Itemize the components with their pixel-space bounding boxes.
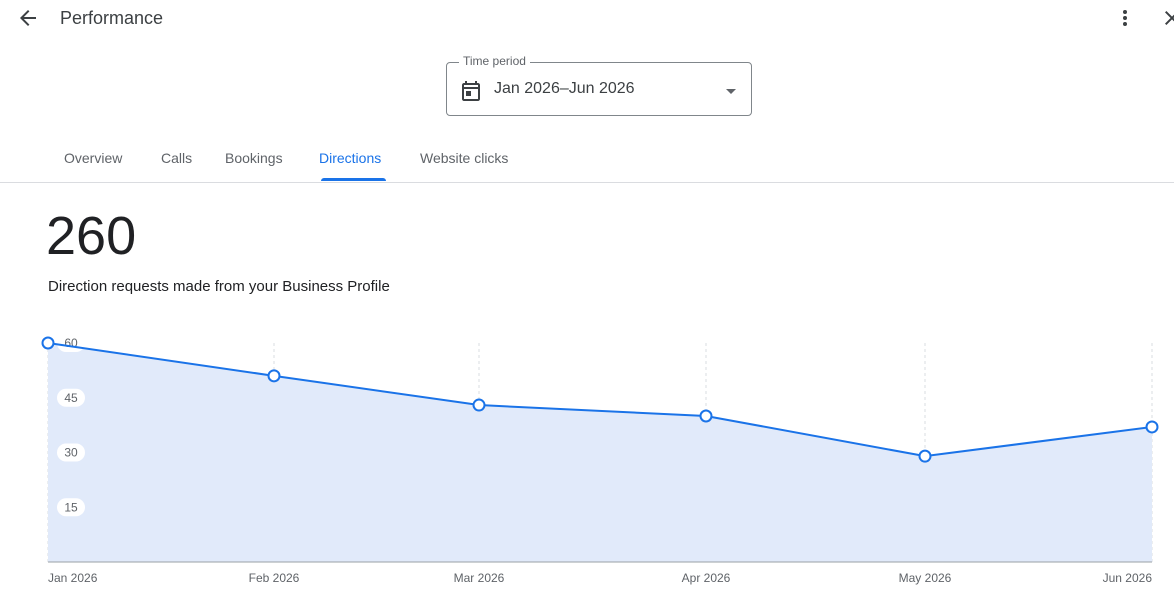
data-point [918,449,932,463]
x-tick-label: Feb 2026 [249,571,300,585]
y-tick-bg [57,498,85,517]
arrow-drop-down-icon [726,89,736,94]
data-point [41,336,55,350]
tab-overview[interactable]: Overview [64,150,123,166]
tab-bar: Overview Calls Bookings Directions Websi… [0,140,1174,183]
x-tick-label: Mar 2026 [454,571,505,585]
x-tick-label: Jun 2026 [1103,571,1153,585]
y-tick-bg [57,388,85,407]
top-bar: Performance [0,0,1174,40]
calendar-icon [462,81,480,101]
y-tick-bg [57,443,85,462]
more-vert-icon [1123,10,1127,26]
time-period-select[interactable]: Time period Jan 2026–Jun 2026 [446,54,752,116]
area-fill [48,343,1152,562]
time-period-value: Jan 2026–Jun 2026 [494,80,635,97]
data-point [1145,420,1159,434]
close-icon [1165,11,1174,25]
y-tick-label: 45 [64,391,78,405]
tab-calls[interactable]: Calls [161,150,193,166]
more-options-button[interactable] [1113,6,1137,30]
y-tick-label: 30 [64,446,78,460]
metric-value: 260 [46,206,137,266]
tab-website-clicks[interactable]: Website clicks [420,150,509,166]
metric-description: Direction requests made from your Busine… [48,278,390,295]
tab-bookings[interactable]: Bookings [225,150,283,166]
x-tick-label: Jan 2026 [48,571,98,585]
page-title: Performance [60,8,164,28]
close-button[interactable] [1160,6,1174,30]
data-point [267,369,281,383]
data-point [472,398,486,412]
series-line [47,342,1153,458]
tab-directions[interactable]: Directions [319,150,382,166]
x-tick-label: Apr 2026 [682,571,731,585]
active-tab-indicator [321,178,386,181]
x-tick-label: May 2026 [899,571,952,585]
arrow-back-icon [20,10,36,26]
y-tick-label: 15 [64,500,78,514]
time-period-label: Time period [459,54,530,68]
back-button[interactable] [16,6,40,30]
data-point [699,409,713,423]
